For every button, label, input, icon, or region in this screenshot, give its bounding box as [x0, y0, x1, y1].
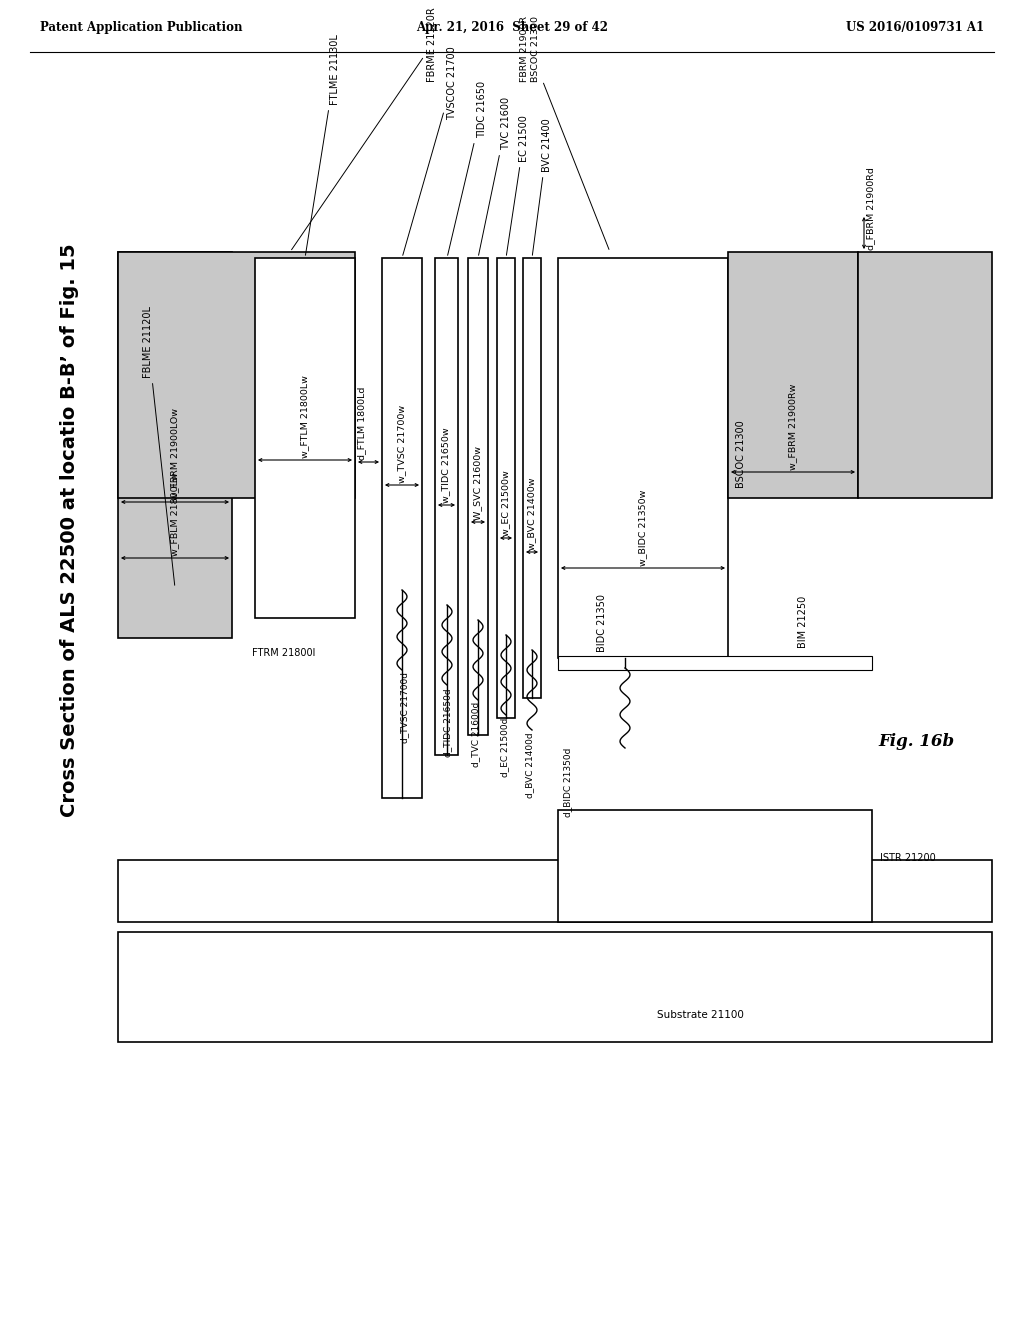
Bar — [558, 810, 872, 921]
Bar — [118, 252, 232, 638]
Bar — [255, 257, 355, 618]
Text: w_BVC 21400w: w_BVC 21400w — [527, 478, 537, 550]
Text: d_EC 21500d: d_EC 21500d — [501, 718, 510, 777]
Text: d_FBRM 21900Rd: d_FBRM 21900Rd — [866, 168, 874, 249]
Text: W_SVC 21600w: W_SVC 21600w — [473, 446, 482, 520]
Text: d_TVSC 21700d: d_TVSC 21700d — [400, 672, 410, 743]
Bar — [382, 257, 422, 799]
Text: FBRM 21900R
BSCOC 21300: FBRM 21900R BSCOC 21300 — [520, 16, 609, 249]
Bar — [118, 932, 992, 1041]
Text: w_FBLM 21800Lw: w_FBLM 21800Lw — [171, 473, 179, 556]
Bar — [523, 257, 541, 698]
Bar — [118, 861, 992, 921]
Bar — [728, 252, 858, 498]
Text: w_FBRM 21900LOw: w_FBRM 21900LOw — [171, 408, 179, 500]
Text: Cross Section of ALS 22500 at locatio B-B’ of Fig. 15: Cross Section of ALS 22500 at locatio B-… — [60, 243, 80, 817]
Bar — [497, 257, 515, 718]
Text: d_BVC 21400d: d_BVC 21400d — [525, 733, 535, 797]
Text: w_FTLM 21800Lw: w_FTLM 21800Lw — [300, 375, 309, 458]
Text: BIM 21250: BIM 21250 — [798, 595, 808, 648]
Text: w_FBRM 21900Rw: w_FBRM 21900Rw — [788, 384, 798, 470]
Text: FTRM 21800l: FTRM 21800l — [252, 648, 315, 657]
Text: ISTR 21200: ISTR 21200 — [880, 853, 936, 863]
Bar — [435, 257, 458, 755]
Text: FBLME 21120L: FBLME 21120L — [143, 306, 175, 585]
Text: w_BIDC 21350w: w_BIDC 21350w — [639, 490, 647, 566]
Text: US 2016/0109731 A1: US 2016/0109731 A1 — [846, 21, 984, 34]
Bar — [118, 252, 355, 498]
Text: Substrate 21100: Substrate 21100 — [656, 1010, 743, 1020]
Text: BIDC 21350: BIDC 21350 — [597, 594, 607, 652]
Text: d_TIDC 21650d: d_TIDC 21650d — [443, 688, 453, 756]
Bar — [558, 656, 872, 671]
Text: FTLME 21130L: FTLME 21130L — [305, 34, 340, 255]
Text: w_TVSC 21700w: w_TVSC 21700w — [397, 405, 407, 483]
Bar — [558, 257, 728, 657]
Text: BVC 21400: BVC 21400 — [532, 119, 552, 255]
Text: TIDC 21650: TIDC 21650 — [447, 81, 487, 255]
Text: Apr. 21, 2016  Sheet 29 of 42: Apr. 21, 2016 Sheet 29 of 42 — [416, 21, 608, 34]
Text: d_TVC 21600d: d_TVC 21600d — [471, 702, 480, 767]
Text: TVSCOC 21700: TVSCOC 21700 — [402, 46, 457, 255]
Text: EC 21500: EC 21500 — [507, 115, 529, 255]
Bar — [468, 257, 488, 735]
Text: TVC 21600: TVC 21600 — [478, 96, 511, 255]
Text: d_BIDC 21350d: d_BIDC 21350d — [563, 748, 572, 817]
Text: d_FTLM 1800Ld: d_FTLM 1800Ld — [357, 387, 366, 459]
Text: Fig. 16b: Fig. 16b — [878, 734, 954, 751]
Text: Patent Application Publication: Patent Application Publication — [40, 21, 243, 34]
Bar — [858, 252, 992, 498]
Text: FBRME 21120R: FBRME 21120R — [292, 7, 437, 249]
Text: w_TIDC 21650w: w_TIDC 21650w — [441, 428, 451, 503]
Text: BSCOC 21300: BSCOC 21300 — [736, 420, 746, 488]
Text: w_EC 21500w: w_EC 21500w — [502, 470, 511, 536]
